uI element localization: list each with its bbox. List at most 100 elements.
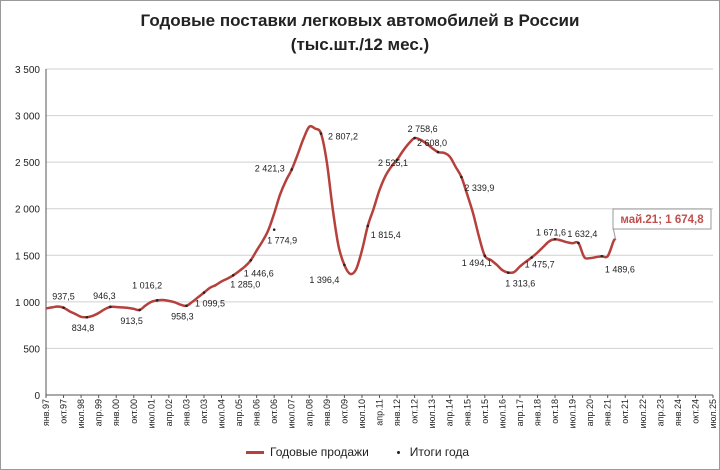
y-axis-ticks: 0 500 1 000 1 500 2 000 2 500 3 000 3 500 xyxy=(15,65,40,402)
x-tick-label: апр.20 xyxy=(585,399,595,426)
year-total-marker xyxy=(272,228,276,231)
chart-title-line2: (тыс.шт./12 мес.) xyxy=(290,35,430,54)
legend-label-year-totals: Итоги года xyxy=(409,445,470,459)
x-tick-label: июл.10 xyxy=(357,399,367,428)
x-tick-label: окт.18 xyxy=(550,399,560,424)
x-tick-label: окт.09 xyxy=(339,399,349,424)
data-label: 937,5 xyxy=(52,292,75,302)
x-tick-label: июл.98 xyxy=(76,399,86,428)
data-label: 1 313,6 xyxy=(505,279,535,289)
data-label: 1 815,4 xyxy=(371,230,401,240)
x-tick-label: окт.97 xyxy=(59,399,69,424)
year-total-marker xyxy=(202,291,206,294)
year-total-marker xyxy=(185,304,188,308)
year-total-marker xyxy=(600,254,604,258)
x-tick-label: июл.22 xyxy=(638,399,648,428)
x-tick-label: июл.01 xyxy=(146,399,156,428)
year-total-marker xyxy=(553,238,557,241)
data-label: 1 632,4 xyxy=(567,229,597,239)
x-tick-label: апр.99 xyxy=(94,399,104,426)
year-total-marker xyxy=(343,263,346,267)
data-label: 1 494,1 xyxy=(462,258,492,268)
x-tick-label: янв.21 xyxy=(603,399,613,426)
data-label: 2 608,0 xyxy=(417,138,447,148)
year-total-marker xyxy=(231,274,235,277)
data-label: 1 396,4 xyxy=(309,275,339,285)
data-label: 913,5 xyxy=(120,316,143,326)
chart-title-line1: Годовые поставки легковых автомобилей в … xyxy=(140,11,580,30)
year-total-marker xyxy=(577,241,580,245)
x-tick-label: янв.15 xyxy=(462,399,472,426)
y-tick-label: 2 500 xyxy=(15,158,40,169)
x-tick-label: янв.24 xyxy=(673,399,683,426)
callout-box xyxy=(612,208,712,230)
x-tick-label: апр.17 xyxy=(515,399,525,426)
series-layer xyxy=(45,124,617,319)
year-total-marker xyxy=(413,136,416,140)
x-tick-label: янв.97 xyxy=(41,399,51,426)
data-label: 1 671,6 xyxy=(536,227,566,237)
chart-legend: Годовые продажи Итоги года xyxy=(246,445,469,459)
x-tick-label: янв.09 xyxy=(322,399,332,426)
x-tick-label: янв.03 xyxy=(181,399,191,426)
legend-label-sales: Годовые продажи xyxy=(270,445,369,459)
x-tick-label: июл.16 xyxy=(497,399,507,428)
x-tick-label: июл.25 xyxy=(708,399,718,428)
data-label: 1 489,6 xyxy=(605,264,635,274)
year-total-marker xyxy=(290,168,294,171)
x-tick-label: окт.21 xyxy=(620,399,630,424)
data-label: 1 475,7 xyxy=(525,260,555,270)
data-label: 1 774,9 xyxy=(267,236,297,246)
year-total-marker xyxy=(109,305,112,309)
x-tick-label: янв.00 xyxy=(111,399,121,426)
data-label: 2 339,9 xyxy=(464,183,494,193)
chart-title: Годовые поставки легковых автомобилей в … xyxy=(1,9,719,57)
y-tick-label: 1 500 xyxy=(15,251,40,262)
year-total-marker xyxy=(366,224,370,228)
year-total-marker xyxy=(436,150,440,154)
data-label: 958,3 xyxy=(171,312,194,322)
year-total-marker xyxy=(62,306,65,309)
x-tick-label: июл.04 xyxy=(217,399,227,428)
data-label: 2 758,6 xyxy=(408,124,438,134)
x-tick-label: апр.05 xyxy=(234,399,244,426)
x-tick-label: окт.12 xyxy=(410,399,420,424)
data-label: 1 099,5 xyxy=(195,299,225,309)
data-label: 2 525,1 xyxy=(378,158,408,168)
x-tick-label: окт.15 xyxy=(480,399,490,424)
y-tick-label: 2 000 xyxy=(15,205,40,216)
x-axis-ticks: янв.97 окт.97 июл.98 апр.99 янв.00 окт.00 июл.… xyxy=(41,395,718,428)
x-tick-label: янв.12 xyxy=(392,399,402,426)
x-tick-label: окт.06 xyxy=(269,399,279,424)
year-total-marker xyxy=(483,254,487,258)
callout-layer: май.21; 1 674,8 xyxy=(612,208,712,240)
x-tick-label: окт.00 xyxy=(129,399,139,424)
year-total-marker xyxy=(319,132,323,135)
year-total-marker xyxy=(506,271,510,274)
year-total-marker xyxy=(138,308,141,312)
data-label: 946,3 xyxy=(93,291,116,301)
x-tick-label: апр.14 xyxy=(445,399,455,426)
year-total-marker xyxy=(530,256,533,259)
data-label: 1 446,6 xyxy=(244,268,274,278)
legend-swatch-sales xyxy=(246,450,264,454)
year-total-marker xyxy=(395,158,399,162)
y-tick-label: 1 000 xyxy=(15,298,40,309)
y-tick-label: 3 000 xyxy=(15,112,40,123)
x-tick-label: июл.13 xyxy=(427,399,437,428)
data-label: 2 421,3 xyxy=(255,163,285,173)
x-tick-label: июл.19 xyxy=(568,399,578,428)
data-label: 834,8 xyxy=(72,323,95,333)
data-label: 1 285,0 xyxy=(230,279,260,289)
year-total-marker xyxy=(155,299,159,302)
x-tick-label: апр.11 xyxy=(375,399,385,426)
x-tick-label: янв.18 xyxy=(532,399,542,426)
y-tick-label: 0 xyxy=(34,391,40,402)
x-tick-label: июл.07 xyxy=(287,399,297,428)
data-label: 1 016,2 xyxy=(132,280,162,290)
y-tick-label: 500 xyxy=(23,344,40,355)
grid-layer xyxy=(45,68,713,396)
year-total-marker xyxy=(85,315,89,319)
